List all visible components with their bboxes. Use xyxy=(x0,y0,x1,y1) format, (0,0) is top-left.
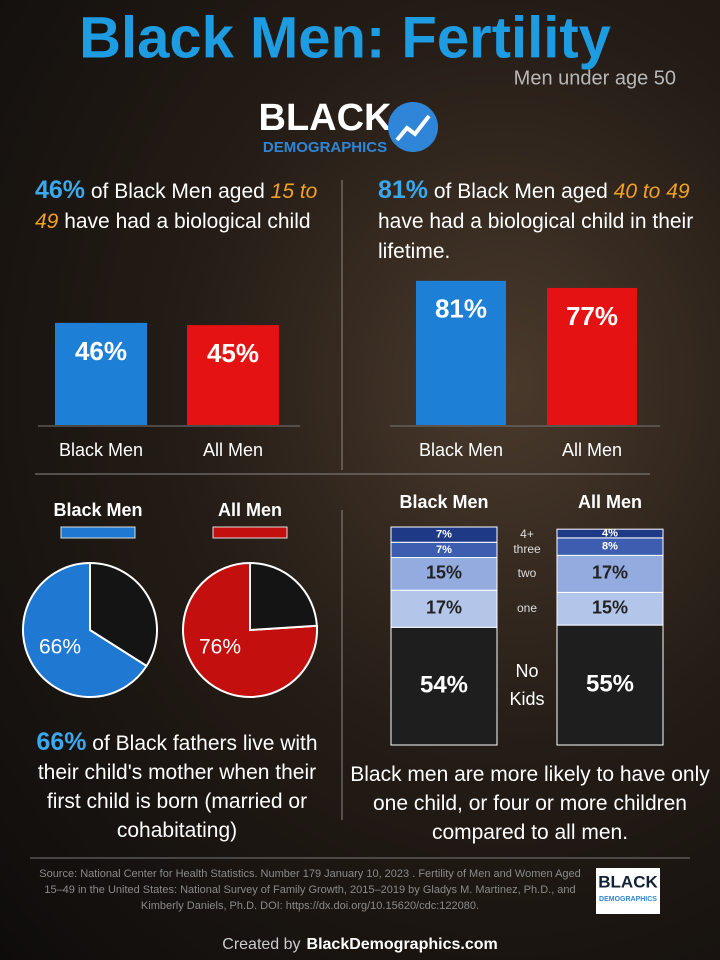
legend-label: All Men xyxy=(218,500,282,520)
credit-site: BlackDemographics.com xyxy=(307,936,498,953)
text: have had a biological child in their lif… xyxy=(378,210,694,263)
bar-segment xyxy=(556,591,664,626)
bar-segment xyxy=(556,624,664,746)
category-label: All Men xyxy=(578,492,642,512)
series-label: two xyxy=(518,566,537,580)
category-label: Black Men xyxy=(59,440,143,460)
title: Black Men: Fertility xyxy=(79,5,611,70)
footer-logo-bg xyxy=(596,868,660,914)
pie-slice xyxy=(22,561,148,698)
text: of Black Men aged xyxy=(428,180,614,203)
value-label: 15% xyxy=(426,563,462,583)
panel-text: 81% of Black Men aged 40 to 49 have had … xyxy=(378,175,708,267)
value-label: 4% xyxy=(602,527,618,539)
pie-slice xyxy=(89,561,158,668)
text: of Black Men aged xyxy=(85,180,271,203)
logo-bottom: DEMOGRAPHICS xyxy=(263,139,387,156)
logo-arrow xyxy=(395,114,431,142)
value-label: 54% xyxy=(420,671,468,698)
subtitle: Men under age 50 xyxy=(514,67,676,89)
series-label: 4+ xyxy=(520,527,534,541)
stat: 66% xyxy=(36,728,87,756)
value-label: 15% xyxy=(592,598,628,618)
value-label: 55% xyxy=(586,670,634,697)
series-label: one xyxy=(517,601,537,615)
highlight: 40 to 49 xyxy=(613,180,690,203)
value-label: 7% xyxy=(436,544,452,556)
bar xyxy=(55,322,147,425)
text: of Black fathers live with their child's… xyxy=(37,732,318,842)
value-label: 77% xyxy=(566,301,618,331)
value-label: 17% xyxy=(592,563,628,583)
category-label: All Men xyxy=(562,440,622,460)
panel-text: 66% of Black fathers live with their chi… xyxy=(22,728,332,845)
legend-swatch xyxy=(60,526,136,539)
legend-label: Black Men xyxy=(53,500,142,520)
series-label: No Kids xyxy=(509,661,544,709)
source: Source: National Center for Health Stati… xyxy=(39,868,581,912)
bar xyxy=(416,280,506,425)
footer-logo-top: BLACK xyxy=(598,872,658,891)
category-label: All Men xyxy=(203,440,263,460)
pie-slice xyxy=(182,561,318,698)
bar-segment xyxy=(390,526,498,543)
bar-segment xyxy=(556,528,664,539)
value-label: 76% xyxy=(199,636,241,659)
value-label: 81% xyxy=(435,294,487,324)
text: have had a biological child xyxy=(58,210,311,233)
value-label: 7% xyxy=(436,529,452,541)
credit-label: Created by xyxy=(222,936,300,953)
series-label: three xyxy=(513,542,541,556)
bar-segment xyxy=(556,554,664,593)
logo-top: BLACK xyxy=(259,97,393,139)
bar xyxy=(547,287,637,425)
stat: 81% xyxy=(378,176,429,204)
category-label: Black Men xyxy=(399,492,488,512)
panel-text: Black men are more likely to have only o… xyxy=(345,760,715,847)
value-label: 45% xyxy=(207,338,259,368)
legend-swatch xyxy=(212,526,288,539)
category-label: Black Men xyxy=(419,440,503,460)
text: Black men are more likely to have only o… xyxy=(350,763,710,844)
bar xyxy=(187,325,279,425)
credit: Created by BlackDemographics.com xyxy=(222,936,497,953)
value-label: 17% xyxy=(426,598,462,618)
bar-segment xyxy=(390,557,498,591)
stat: 46% xyxy=(35,176,86,204)
logo-icon xyxy=(388,102,438,152)
panel-text: 46% of Black Men aged 15 to 49 have had … xyxy=(35,175,325,237)
pie-slice xyxy=(249,561,318,632)
value-label: 8% xyxy=(602,541,618,553)
footer-logo-bottom: DEMOGRAPHICS xyxy=(599,896,657,903)
value-label: 46% xyxy=(75,336,127,366)
value-label: 66% xyxy=(39,636,81,659)
highlight: 15 to 49 xyxy=(35,180,318,233)
